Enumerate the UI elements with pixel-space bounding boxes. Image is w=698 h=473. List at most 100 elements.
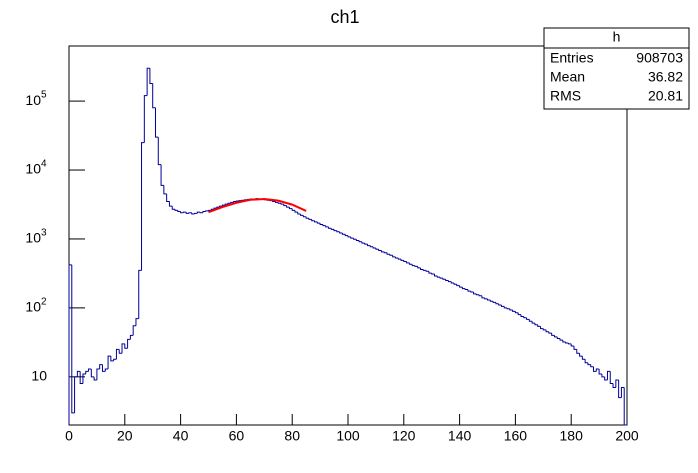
stats-label: Entries <box>550 50 594 66</box>
histogram-bin <box>598 368 602 375</box>
histogram-bin <box>339 231 343 234</box>
histogram-bin <box>545 329 549 333</box>
histogram-bin <box>74 376 78 413</box>
histogram-bin <box>171 206 176 210</box>
histogram-bin <box>556 336 561 339</box>
histogram-bin <box>498 303 502 306</box>
histogram-bin <box>495 302 499 305</box>
histogram-bin <box>132 325 136 336</box>
histogram-bin <box>369 245 374 248</box>
histogram-bin <box>436 276 441 278</box>
histogram-bin <box>129 334 134 340</box>
histogram-bin <box>620 386 625 398</box>
histogram-bin <box>386 252 390 255</box>
histogram-bin <box>459 285 463 288</box>
histogram-bin <box>325 225 329 228</box>
x-tick-label: 120 <box>392 428 416 444</box>
x-tick-label: 160 <box>504 428 528 444</box>
histogram-bin <box>375 247 379 250</box>
histogram-bin <box>478 294 482 297</box>
histogram-bin <box>559 338 563 341</box>
y-tick-label: 10 <box>25 230 41 246</box>
histogram-bin <box>182 211 187 213</box>
histogram-bin <box>450 281 455 284</box>
histogram-bin <box>606 370 611 380</box>
histogram-bin <box>322 224 326 227</box>
histogram-bin <box>475 293 480 296</box>
histogram-bin <box>408 262 413 265</box>
histogram-bin <box>163 185 167 195</box>
histogram-bin <box>512 310 516 312</box>
histogram-bin <box>121 343 125 354</box>
y-tick-exponent: 5 <box>41 90 47 101</box>
stats-title: h <box>613 29 621 45</box>
histogram-bin <box>146 67 150 96</box>
histogram-bin <box>534 323 538 326</box>
histogram-bin <box>484 297 488 300</box>
histogram-bin <box>537 324 541 327</box>
histogram-bin <box>397 257 402 260</box>
histogram-bin <box>302 215 307 218</box>
histogram-bin <box>431 273 435 275</box>
histogram-bin <box>202 211 206 213</box>
histogram-bin <box>615 379 619 388</box>
histogram-bin <box>456 284 460 287</box>
histogram-bin <box>406 261 410 264</box>
histogram-bin <box>76 370 81 377</box>
x-tick-label: 180 <box>560 428 584 444</box>
histogram-bin <box>604 376 608 381</box>
x-tick-label: 200 <box>615 428 639 444</box>
histogram-bin <box>392 255 396 258</box>
histogram-bin <box>333 229 337 232</box>
histogram-bin <box>570 343 574 347</box>
histogram-bin <box>425 270 429 272</box>
histogram-bin <box>587 362 591 366</box>
histogram-bin <box>191 212 195 215</box>
histogram-bin <box>124 343 128 349</box>
histogram-bin <box>291 208 295 211</box>
histogram-bin <box>567 342 572 345</box>
y-tick-exponent: 3 <box>41 228 47 239</box>
histogram-bin <box>394 256 399 259</box>
histogram-bin <box>286 205 290 208</box>
stats-value: 20.81 <box>648 88 683 104</box>
histogram-bin <box>548 331 552 334</box>
histogram-bin <box>461 287 466 290</box>
histogram-bin <box>113 358 117 361</box>
histogram-bin <box>523 316 527 319</box>
histogram-bin <box>403 260 407 263</box>
histogram-bin <box>576 349 580 354</box>
histogram-bin <box>101 364 106 372</box>
histogram-bin <box>517 312 521 316</box>
histogram-bin <box>520 314 524 318</box>
histogram-bin <box>445 279 449 281</box>
histogram-bin <box>553 335 558 338</box>
x-tick-label: 20 <box>117 428 133 444</box>
histogram-bin <box>542 328 547 331</box>
histogram-bin <box>199 212 203 214</box>
histogram-bin <box>509 308 513 311</box>
histogram-bin <box>595 368 600 372</box>
histogram-bin <box>115 348 120 360</box>
histogram-bin <box>230 201 234 204</box>
histogram-bin <box>400 259 404 261</box>
histogram-bin <box>464 288 468 290</box>
histogram-bin <box>344 234 348 237</box>
histogram-bin <box>308 218 312 220</box>
histogram-bin <box>107 355 111 369</box>
histogram-bin <box>210 208 215 211</box>
histogram-bin <box>216 206 220 209</box>
histogram-bin <box>85 370 89 374</box>
histogram-bin <box>514 311 519 314</box>
y-tick-label: 10 <box>31 368 47 384</box>
stats-label: RMS <box>550 88 581 104</box>
histogram-bin <box>593 366 597 372</box>
stats-box: h Entries 908703 Mean 36.82 RMS 20.81 <box>543 27 690 110</box>
histogram-bin <box>420 267 424 271</box>
histogram-bin <box>481 295 485 299</box>
histogram-bin <box>467 289 471 292</box>
chart-title: ch1 <box>330 7 359 27</box>
histogram-bin <box>300 214 304 216</box>
x-tick-label: 140 <box>448 428 472 444</box>
